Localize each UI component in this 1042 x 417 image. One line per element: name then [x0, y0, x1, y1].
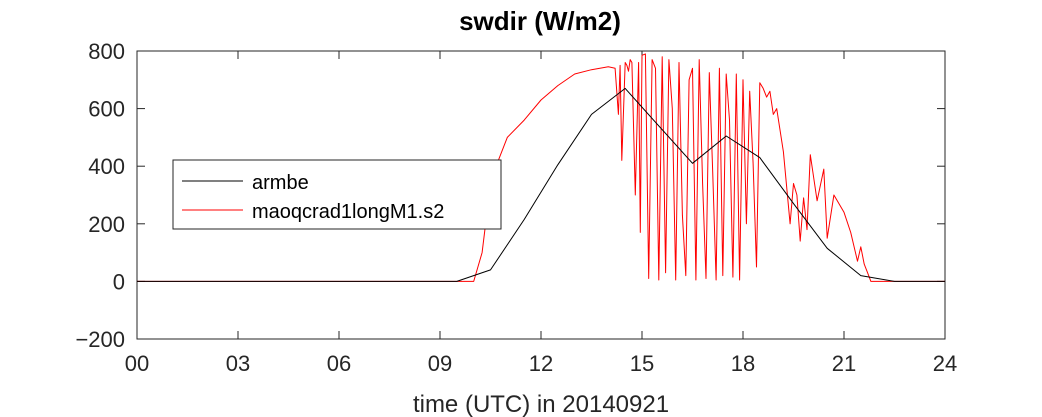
legend-label-maoqcrad1longM1: maoqcrad1longM1.s2 [252, 201, 444, 223]
x-tick-label: 03 [226, 351, 250, 376]
x-tick-label: 12 [529, 351, 553, 376]
x-tick-label: 21 [832, 351, 856, 376]
legend-label-armbe: armbe [252, 172, 309, 194]
x-axis-label: time (UTC) in 20140921 [413, 391, 669, 417]
x-axis: 00 03 06 09 12 15 18 21 24 [125, 51, 957, 376]
x-tick-label: 24 [933, 351, 957, 376]
y-tick-label: 200 [88, 212, 125, 237]
y-tick-label: 800 [88, 39, 125, 64]
legend: armbe maoqcrad1longM1.s2 [172, 159, 502, 230]
y-axis: −200 0 200 400 600 800 [75, 39, 945, 352]
chart-title: swdir (W/m2) [459, 6, 621, 36]
series-layer [137, 53, 945, 282]
y-tick-label: −200 [75, 327, 125, 352]
x-tick-label: 18 [731, 351, 755, 376]
y-tick-label: 600 [88, 97, 125, 122]
y-tick-label: 0 [113, 269, 125, 294]
x-tick-label: 00 [125, 351, 149, 376]
series-line-maoqcrad1longm1-s2 [137, 53, 945, 282]
x-tick-label: 09 [428, 351, 452, 376]
x-tick-label: 15 [630, 351, 654, 376]
x-tick-label: 06 [327, 351, 351, 376]
series-line-armbe [137, 87, 945, 282]
legend-box [172, 159, 502, 230]
y-tick-label: 400 [88, 154, 125, 179]
